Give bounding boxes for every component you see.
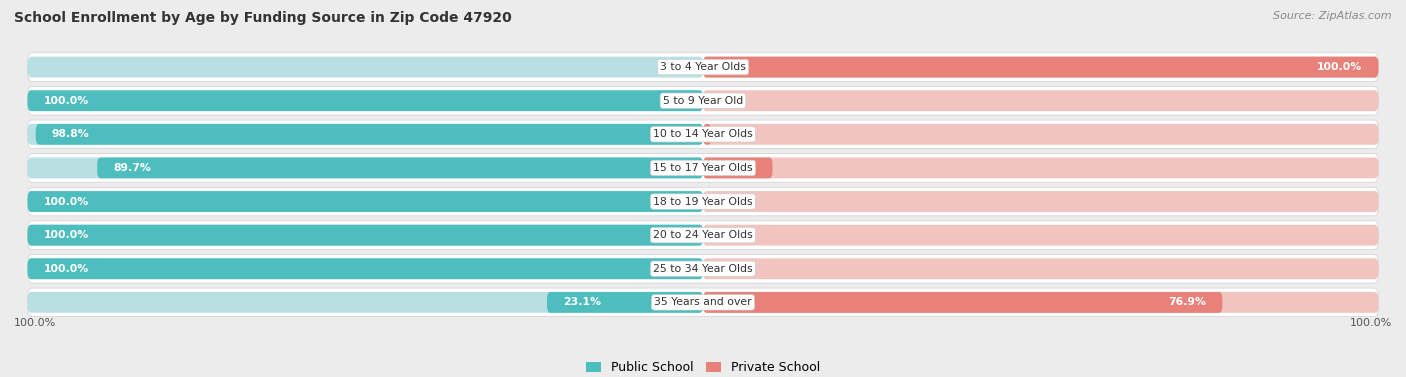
Text: 0.0%: 0.0% <box>714 196 741 207</box>
FancyBboxPatch shape <box>35 124 703 145</box>
FancyBboxPatch shape <box>28 86 1378 115</box>
FancyBboxPatch shape <box>703 57 1378 78</box>
FancyBboxPatch shape <box>703 90 1378 111</box>
Text: 0.0%: 0.0% <box>714 230 741 240</box>
FancyBboxPatch shape <box>703 124 711 145</box>
Text: 25 to 34 Year Olds: 25 to 34 Year Olds <box>654 264 752 274</box>
FancyBboxPatch shape <box>703 57 1378 78</box>
Text: 100.0%: 100.0% <box>44 96 89 106</box>
Text: 10 to 14 Year Olds: 10 to 14 Year Olds <box>654 129 752 139</box>
FancyBboxPatch shape <box>703 158 772 178</box>
FancyBboxPatch shape <box>28 158 703 178</box>
Text: 100.0%: 100.0% <box>1350 318 1392 328</box>
FancyBboxPatch shape <box>703 124 1378 145</box>
FancyBboxPatch shape <box>28 225 703 245</box>
FancyBboxPatch shape <box>28 90 703 111</box>
Text: 100.0%: 100.0% <box>14 318 56 328</box>
FancyBboxPatch shape <box>703 258 1378 279</box>
Text: 0.0%: 0.0% <box>714 96 741 106</box>
FancyBboxPatch shape <box>28 254 1378 283</box>
Text: Source: ZipAtlas.com: Source: ZipAtlas.com <box>1274 11 1392 21</box>
Text: 98.8%: 98.8% <box>52 129 90 139</box>
Text: 1.2%: 1.2% <box>721 129 749 139</box>
Text: 15 to 17 Year Olds: 15 to 17 Year Olds <box>654 163 752 173</box>
Text: 18 to 19 Year Olds: 18 to 19 Year Olds <box>654 196 752 207</box>
Text: 76.9%: 76.9% <box>1168 297 1206 307</box>
FancyBboxPatch shape <box>703 225 1378 245</box>
Text: 100.0%: 100.0% <box>44 230 89 240</box>
Text: 0.0%: 0.0% <box>714 264 741 274</box>
Text: 100.0%: 100.0% <box>44 264 89 274</box>
FancyBboxPatch shape <box>28 154 1378 182</box>
FancyBboxPatch shape <box>28 225 703 245</box>
Text: 5 to 9 Year Old: 5 to 9 Year Old <box>662 96 744 106</box>
FancyBboxPatch shape <box>703 292 1378 313</box>
FancyBboxPatch shape <box>28 90 703 111</box>
FancyBboxPatch shape <box>28 292 703 313</box>
FancyBboxPatch shape <box>703 191 1378 212</box>
Text: 35 Years and over: 35 Years and over <box>654 297 752 307</box>
FancyBboxPatch shape <box>703 292 1222 313</box>
Text: 89.7%: 89.7% <box>114 163 152 173</box>
Text: 100.0%: 100.0% <box>1317 62 1362 72</box>
FancyBboxPatch shape <box>703 158 1378 178</box>
FancyBboxPatch shape <box>28 191 703 212</box>
FancyBboxPatch shape <box>28 258 703 279</box>
FancyBboxPatch shape <box>28 120 1378 149</box>
Text: School Enrollment by Age by Funding Source in Zip Code 47920: School Enrollment by Age by Funding Sour… <box>14 11 512 25</box>
FancyBboxPatch shape <box>28 288 1378 317</box>
FancyBboxPatch shape <box>28 53 1378 81</box>
FancyBboxPatch shape <box>547 292 703 313</box>
Text: 20 to 24 Year Olds: 20 to 24 Year Olds <box>654 230 752 240</box>
Text: 0.0%: 0.0% <box>665 62 692 72</box>
FancyBboxPatch shape <box>28 187 1378 216</box>
FancyBboxPatch shape <box>28 57 703 78</box>
FancyBboxPatch shape <box>28 258 703 279</box>
FancyBboxPatch shape <box>28 191 703 212</box>
FancyBboxPatch shape <box>28 124 703 145</box>
FancyBboxPatch shape <box>97 158 703 178</box>
Text: 10.3%: 10.3% <box>718 163 756 173</box>
FancyBboxPatch shape <box>28 221 1378 250</box>
Legend: Public School, Private School: Public School, Private School <box>581 356 825 377</box>
Text: 3 to 4 Year Olds: 3 to 4 Year Olds <box>659 62 747 72</box>
Text: 100.0%: 100.0% <box>44 196 89 207</box>
Text: 23.1%: 23.1% <box>564 297 602 307</box>
